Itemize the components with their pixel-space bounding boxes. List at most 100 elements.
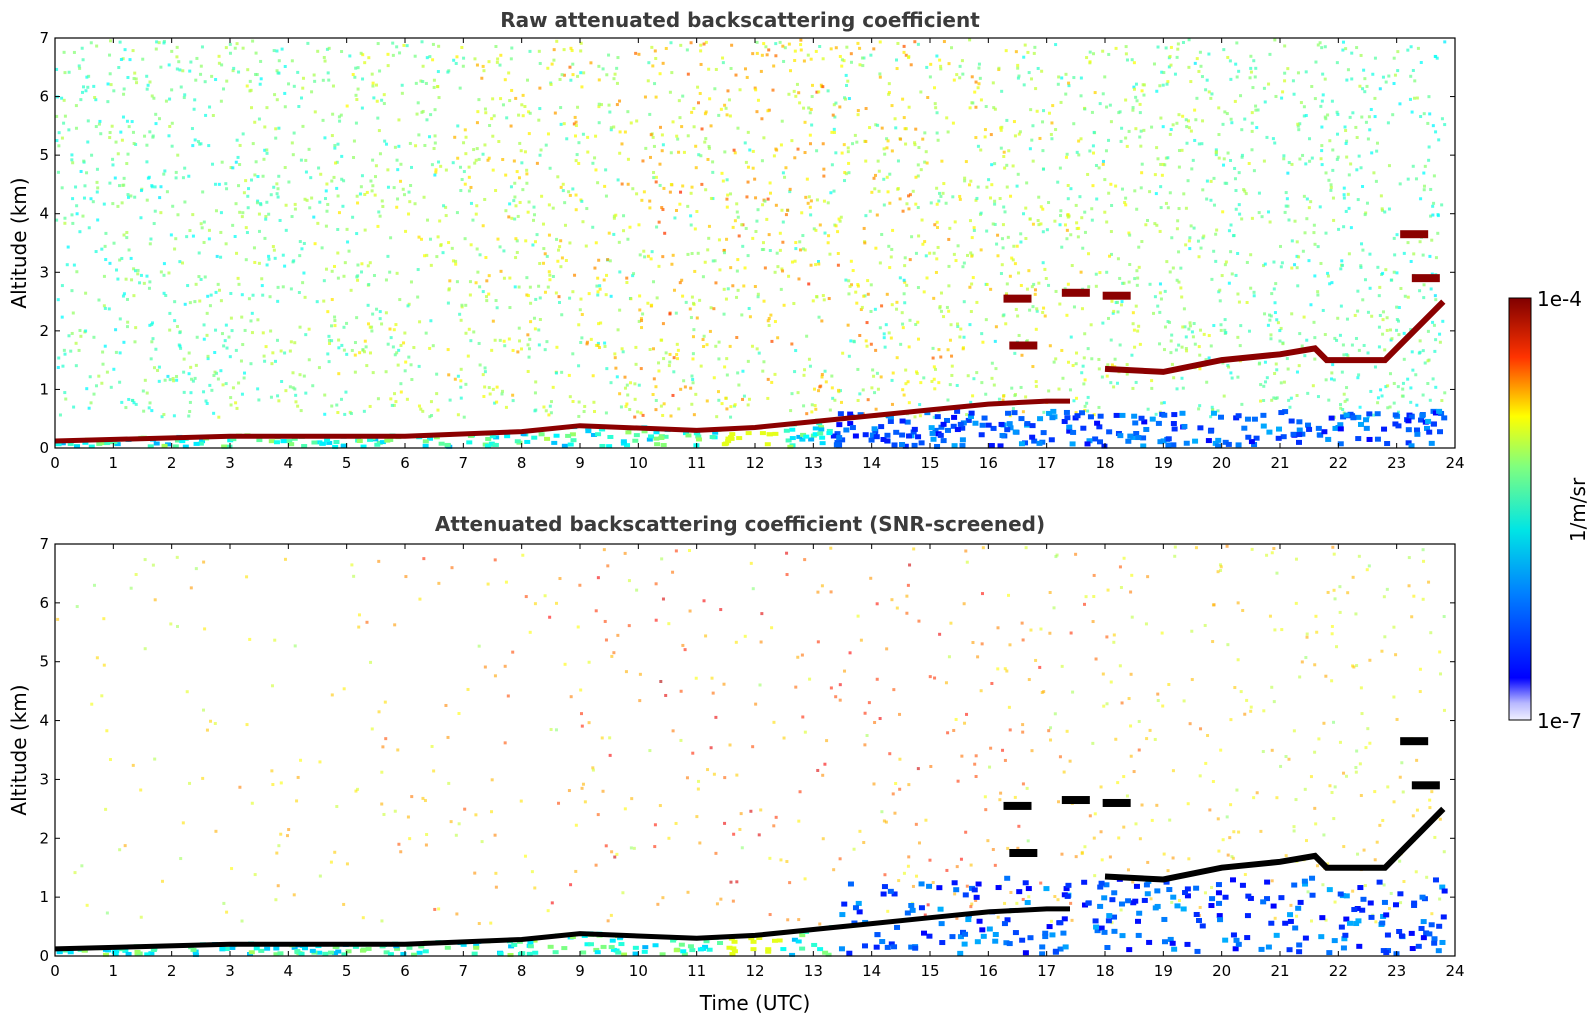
noise-pixel (1430, 272, 1434, 276)
noise-pixel (520, 103, 524, 107)
noise-pixel (831, 113, 835, 117)
noise-pixel (1287, 398, 1291, 402)
noise-pixel (1431, 124, 1435, 128)
noise-pixel (478, 285, 482, 289)
signal-pixel (799, 437, 806, 442)
noise-pixel (586, 135, 590, 139)
noise-pixel (1410, 350, 1414, 354)
noise-pixel (1091, 144, 1095, 148)
noise-pixel (393, 392, 397, 396)
noise-pixel (1330, 99, 1334, 103)
noise-pixel (1313, 274, 1317, 278)
noise-pixel (902, 393, 906, 397)
noise-pixel (325, 47, 329, 51)
noise-pixel (1407, 584, 1411, 588)
noise-pixel (714, 67, 718, 71)
noise-pixel (458, 165, 462, 169)
noise-pixel (606, 919, 610, 923)
noise-pixel (687, 549, 691, 553)
noise-pixel (1438, 817, 1442, 821)
noise-pixel (755, 40, 759, 44)
noise-pixel (342, 687, 346, 691)
signal-pixel (1276, 426, 1283, 432)
noise-pixel (526, 333, 530, 337)
noise-pixel (62, 98, 66, 102)
noise-pixel (679, 738, 683, 742)
noise-pixel (332, 264, 336, 268)
noise-pixel (256, 318, 260, 322)
signal-pixel (646, 437, 653, 442)
noise-pixel (1187, 857, 1191, 861)
noise-pixel (97, 374, 101, 378)
noise-pixel (842, 143, 846, 147)
noise-pixel (701, 338, 705, 342)
signal-pixel (808, 437, 815, 442)
noise-pixel (713, 87, 717, 91)
noise-pixel (523, 150, 527, 154)
noise-pixel (729, 415, 733, 419)
noise-pixel (433, 173, 437, 177)
signal-pixel (1069, 441, 1076, 447)
noise-pixel (1386, 121, 1390, 125)
noise-pixel (538, 86, 542, 90)
noise-pixel (741, 369, 745, 373)
noise-pixel (908, 193, 912, 197)
signal-pixel (1355, 918, 1362, 924)
noise-pixel (822, 167, 826, 171)
noise-pixel (562, 73, 566, 77)
noise-pixel (768, 913, 772, 917)
noise-pixel (498, 63, 502, 67)
noise-pixel (1377, 345, 1381, 349)
noise-pixel (925, 65, 929, 69)
noise-pixel (431, 58, 435, 62)
noise-pixel (145, 391, 149, 395)
noise-pixel (446, 70, 450, 74)
noise-pixel (587, 721, 591, 725)
noise-pixel (914, 175, 918, 179)
noise-pixel (926, 903, 930, 907)
noise-pixel (1393, 253, 1397, 257)
noise-pixel (1024, 206, 1028, 210)
noise-pixel (678, 116, 682, 120)
signal-pixel (551, 440, 558, 445)
noise-pixel (1371, 72, 1375, 76)
noise-pixel (1284, 755, 1288, 759)
noise-pixel (826, 241, 830, 245)
signal-pixel (360, 444, 367, 449)
noise-pixel (737, 383, 741, 387)
noise-pixel (380, 770, 384, 774)
noise-pixel (1138, 342, 1142, 346)
noise-pixel (153, 209, 157, 213)
signal-pixel (855, 900, 862, 906)
noise-pixel (364, 345, 368, 349)
noise-pixel (1229, 77, 1233, 81)
noise-pixel (517, 326, 521, 330)
noise-pixel (1110, 203, 1114, 207)
noise-pixel (886, 909, 890, 913)
noise-pixel (132, 267, 136, 271)
noise-pixel (261, 331, 265, 335)
noise-pixel (327, 334, 331, 338)
noise-pixel (1305, 197, 1309, 201)
noise-pixel (1006, 235, 1010, 239)
noise-pixel (517, 113, 521, 117)
noise-pixel (1181, 386, 1185, 390)
noise-pixel (248, 79, 252, 83)
signal-pixel (489, 434, 496, 439)
noise-pixel (778, 248, 782, 252)
noise-pixel (1412, 594, 1416, 598)
noise-pixel (246, 68, 250, 72)
noise-pixel (1124, 203, 1128, 207)
noise-pixel (958, 197, 962, 201)
noise-pixel (637, 223, 641, 227)
noise-pixel (191, 144, 195, 148)
noise-pixel (760, 53, 764, 57)
noise-pixel (1402, 880, 1406, 884)
noise-pixel (188, 69, 192, 73)
noise-pixel (1107, 254, 1111, 258)
noise-pixel (751, 236, 755, 240)
noise-pixel (945, 868, 949, 872)
noise-pixel (103, 306, 107, 310)
noise-pixel (109, 83, 113, 87)
noise-pixel (904, 382, 908, 386)
